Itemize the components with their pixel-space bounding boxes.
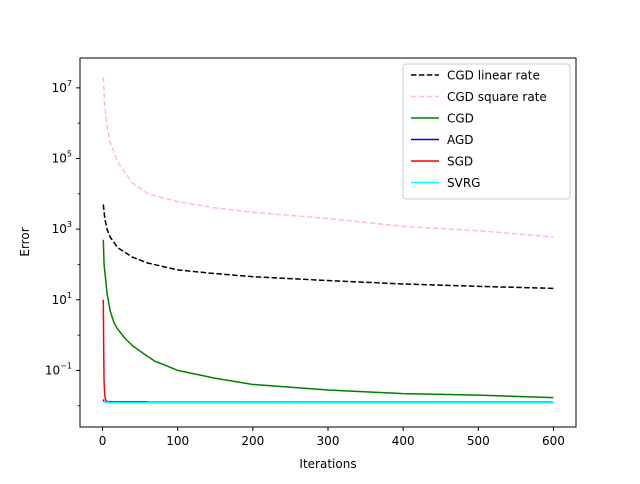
series-line-cgd-square-rate [102, 77, 554, 238]
y-tick-label: 101 [52, 291, 72, 307]
legend-label: CGD linear rate [447, 69, 540, 83]
y-tick-exponent: −1 [60, 361, 72, 370]
y-tick-label: 10−1 [45, 361, 72, 377]
y-tick-exponent: 1 [67, 291, 72, 300]
legend-box [402, 63, 571, 200]
series-line-svrg [103, 400, 554, 404]
y-tick-label: 105 [52, 149, 72, 165]
x-tick-label: 400 [392, 434, 415, 448]
x-tick-label: 100 [166, 434, 189, 448]
y-tick-label: 103 [52, 220, 72, 236]
series-line-cgd-linear-rate [102, 204, 554, 290]
x-tick-label: 300 [317, 434, 340, 448]
y-tick-base: 10 [52, 151, 67, 165]
y-tick-exponent: 3 [67, 220, 72, 229]
y-tick-base: 10 [52, 81, 67, 95]
y-tick-exponent: 5 [67, 149, 72, 158]
x-tick-label: 600 [542, 434, 565, 448]
x-axis-label: Iterations [299, 457, 356, 471]
y-tick-base: 10 [45, 363, 60, 377]
axes-frame [79, 57, 577, 428]
x-tick-label: 500 [467, 434, 490, 448]
legend-label: CGD [447, 112, 474, 126]
legend-label: AGD [447, 133, 474, 147]
legend-label: SGD [447, 155, 473, 169]
x-tick-label: 0 [99, 434, 107, 448]
y-tick-label: 107 [52, 79, 72, 95]
legend-label: SVRG [447, 176, 480, 190]
series-line-cgd [102, 239, 554, 399]
series-line-sgd [102, 299, 148, 403]
y-tick-exponent: 7 [67, 79, 72, 88]
y-tick-base: 10 [52, 293, 67, 307]
x-tick-label: 200 [241, 434, 264, 448]
y-tick-base: 10 [52, 222, 67, 236]
y-axis-label: Error [18, 227, 32, 256]
legend-label: CGD square rate [447, 90, 547, 104]
